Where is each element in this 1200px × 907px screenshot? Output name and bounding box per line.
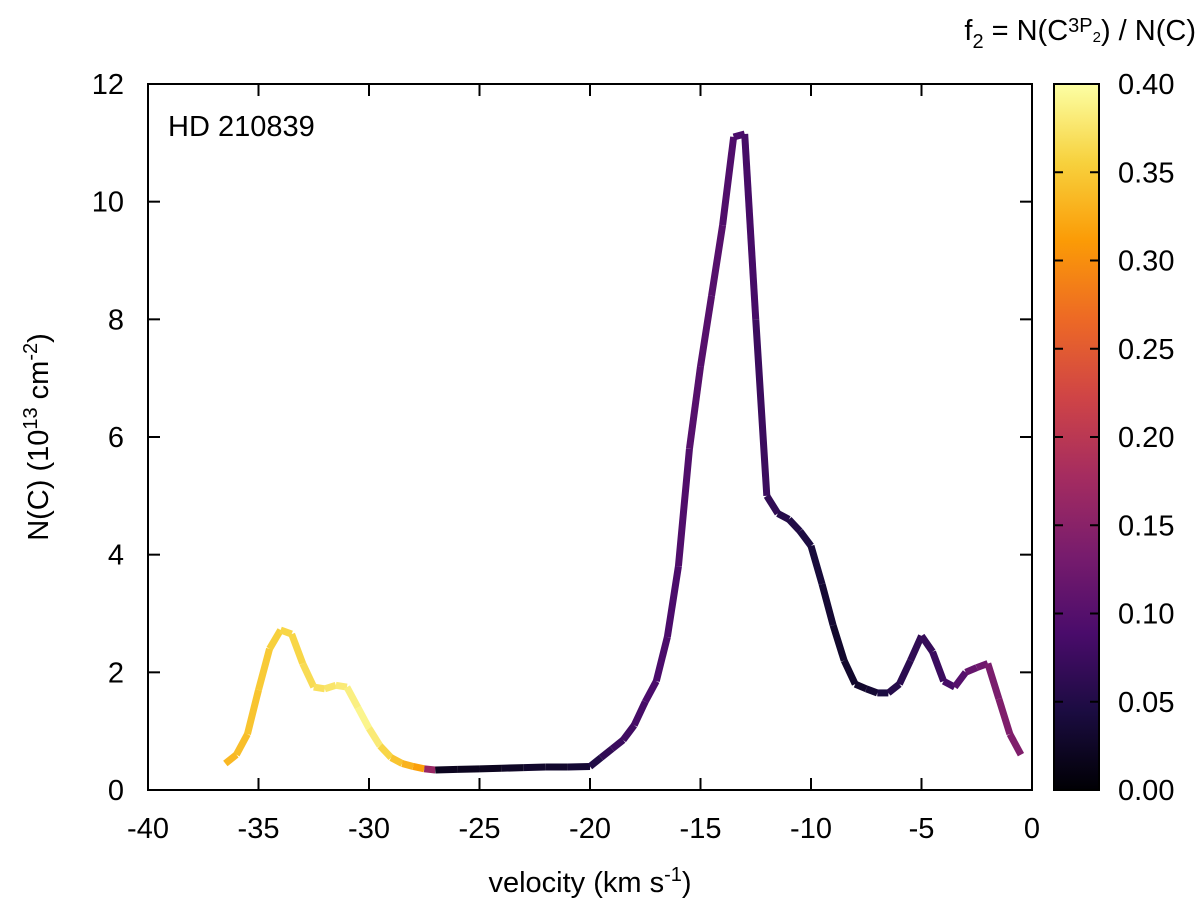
curve-segment (598, 746, 615, 761)
y-tick-label: 8 (108, 304, 124, 336)
curve-segment (918, 633, 936, 654)
curve-segment (401, 760, 415, 770)
x-tick-label: -10 (790, 813, 832, 845)
curve-segment (964, 664, 979, 676)
curve-segment (501, 764, 524, 772)
curve-segment (609, 737, 626, 752)
curve-segment (776, 510, 791, 523)
y-tick-label: 10 (92, 187, 124, 219)
curve-segment (907, 634, 925, 662)
colorbar-tick-label: 0.05 (1118, 687, 1174, 719)
curve-segment (343, 685, 362, 710)
curve-segment (984, 662, 1003, 700)
x-tick-label: -35 (238, 813, 280, 845)
curve-segment (951, 670, 969, 690)
curve-segment (567, 762, 591, 771)
colorbar-tick-label: 0.20 (1118, 422, 1174, 454)
curve-segment (763, 493, 781, 516)
colorbar-tick-label: 0.15 (1118, 510, 1174, 542)
curve-segment (652, 636, 671, 683)
curve-segment (323, 681, 337, 693)
colorbar-tick-label: 0.25 (1118, 334, 1174, 366)
curve-segment (479, 764, 502, 773)
x-tick-label: -40 (127, 813, 169, 845)
curve-segment (435, 765, 458, 774)
curve-segment (896, 659, 914, 686)
x-tick-label: -20 (569, 813, 611, 845)
colorbar-tick-label: 0.40 (1118, 69, 1174, 101)
curve-segment (523, 763, 546, 772)
curve-segment (719, 136, 738, 226)
y-tick-label: 2 (108, 657, 124, 689)
curve-segment (223, 751, 239, 767)
colorbar-label: f2 = N(C3P2) / N(C) (964, 15, 1196, 53)
x-axis-label: velocity (km s-1) (488, 864, 691, 899)
curve-segment (941, 678, 957, 691)
curve-segment (818, 583, 837, 627)
curve-segment (631, 700, 649, 727)
curve-segment (244, 689, 262, 735)
curve-segment (865, 685, 879, 697)
y-tick-label: 0 (108, 775, 124, 807)
curve-segment (663, 565, 682, 638)
colorbar-tick-label: 0.00 (1118, 775, 1174, 807)
curve-segment (279, 626, 293, 638)
curve-segment (389, 754, 404, 767)
curve-segment (366, 726, 384, 748)
curve-segment (674, 448, 693, 567)
curve-segment (886, 681, 902, 696)
curve-segment (354, 705, 373, 730)
curve-segment (853, 680, 868, 693)
curve-segment (288, 632, 306, 665)
y-tick-label: 4 (108, 540, 124, 572)
colorbar-ticks: 0.00 0.05 0.10 0.15 0.20 0.25 0.30 0.35 0.40 (1054, 69, 1174, 807)
curve-segment (587, 754, 604, 770)
curve-segment (807, 544, 826, 586)
colorbar-tick-label: 0.35 (1118, 157, 1174, 189)
curve-segment (829, 624, 848, 662)
x-axis: -40 -35 -30 -25 -20 -15 -10 -5 0 (127, 84, 1040, 845)
curve-segment (266, 628, 284, 651)
x-tick-label: -25 (459, 813, 501, 845)
curve-segment (1006, 732, 1025, 757)
colorbar-tick-label: 0.30 (1118, 246, 1174, 278)
curve-segment (741, 133, 760, 320)
curve-segment (255, 647, 273, 691)
annotation-label: HD 210839 (168, 111, 315, 143)
y-axis-label: N(C) (1013 cm-2) (20, 333, 55, 541)
curve-segment (457, 765, 480, 773)
curve-segment (642, 679, 660, 704)
x-tick-label: -15 (680, 813, 722, 845)
curve-segment (797, 529, 814, 548)
curve-segment (697, 295, 716, 367)
y-tick-label: 12 (92, 69, 124, 101)
data-curve (223, 130, 1025, 774)
curve-segment (313, 683, 326, 693)
y-tick-label: 6 (108, 422, 124, 454)
curve-segment (929, 650, 947, 683)
x-tick-label: -5 (909, 813, 935, 845)
curve-segment (620, 723, 637, 743)
curve-segment (233, 732, 251, 757)
curve-segment (752, 319, 771, 497)
curve-segment (995, 697, 1014, 736)
curve-segment (377, 743, 394, 761)
colorbar-tick-label: 0.10 (1118, 599, 1174, 631)
curve-segment (840, 659, 859, 686)
curve-segment (786, 516, 803, 534)
y-axis: 0 2 4 6 8 10 12 (92, 69, 1032, 807)
x-tick-label: -30 (348, 813, 390, 845)
x-tick-label: 0 (1024, 813, 1040, 845)
curve-segment (423, 765, 436, 774)
curve-segment (708, 224, 727, 297)
curve-segment (412, 763, 425, 773)
curve-segment (299, 662, 317, 689)
curve-segment (685, 365, 704, 450)
curve-segment (335, 681, 348, 691)
